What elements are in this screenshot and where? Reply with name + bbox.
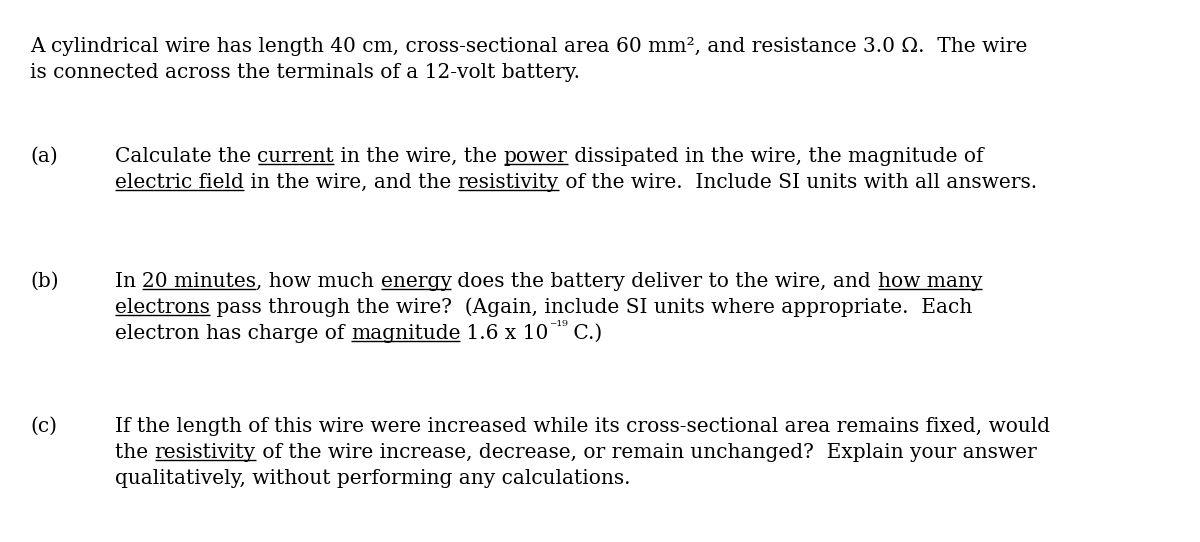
Text: is connected across the terminals of a 12-volt battery.: is connected across the terminals of a 1… — [30, 63, 580, 82]
Text: magnitude: magnitude — [350, 324, 461, 343]
Text: pass through the wire?  (Again, include SI units where appropriate.  Each: pass through the wire? (Again, include S… — [210, 298, 972, 317]
Text: qualitatively, without performing any calculations.: qualitatively, without performing any ca… — [115, 469, 630, 488]
Text: current: current — [258, 147, 335, 166]
Text: If the length of this wire were increased while its cross-sectional area remains: If the length of this wire were increase… — [115, 417, 1050, 436]
Text: (c): (c) — [30, 417, 58, 436]
Text: C.): C.) — [568, 324, 602, 343]
Text: power: power — [504, 147, 568, 166]
Text: Calculate the: Calculate the — [115, 147, 258, 166]
Text: of the wire increase, decrease, or remain unchanged?  Explain your answer: of the wire increase, decrease, or remai… — [256, 443, 1037, 462]
Text: 20 minutes: 20 minutes — [143, 272, 257, 291]
Text: in the wire, and the: in the wire, and the — [244, 173, 457, 192]
Text: of the wire.  Include SI units with all answers.: of the wire. Include SI units with all a… — [559, 173, 1037, 192]
Text: electric field: electric field — [115, 173, 244, 192]
Text: (b): (b) — [30, 272, 59, 291]
Text: 1.6 x 10: 1.6 x 10 — [461, 324, 548, 343]
Text: , how much: , how much — [257, 272, 380, 291]
Text: electron has charge of: electron has charge of — [115, 324, 350, 343]
Text: in the wire, the: in the wire, the — [335, 147, 504, 166]
Text: resistivity: resistivity — [155, 443, 256, 462]
Text: resistivity: resistivity — [457, 173, 559, 192]
Text: how many: how many — [877, 272, 982, 291]
Text: does the battery deliver to the wire, and: does the battery deliver to the wire, an… — [451, 272, 877, 291]
Text: dissipated in the wire, the magnitude of: dissipated in the wire, the magnitude of — [568, 147, 983, 166]
Text: (a): (a) — [30, 147, 58, 166]
Text: A cylindrical wire has length 40 cm, cross-sectional area 60 mm², and resistance: A cylindrical wire has length 40 cm, cro… — [30, 37, 1027, 56]
Text: In: In — [115, 272, 143, 291]
Text: the: the — [115, 443, 155, 462]
Text: ⁻¹⁹: ⁻¹⁹ — [548, 320, 568, 334]
Text: energy: energy — [380, 272, 451, 291]
Text: electrons: electrons — [115, 298, 210, 317]
